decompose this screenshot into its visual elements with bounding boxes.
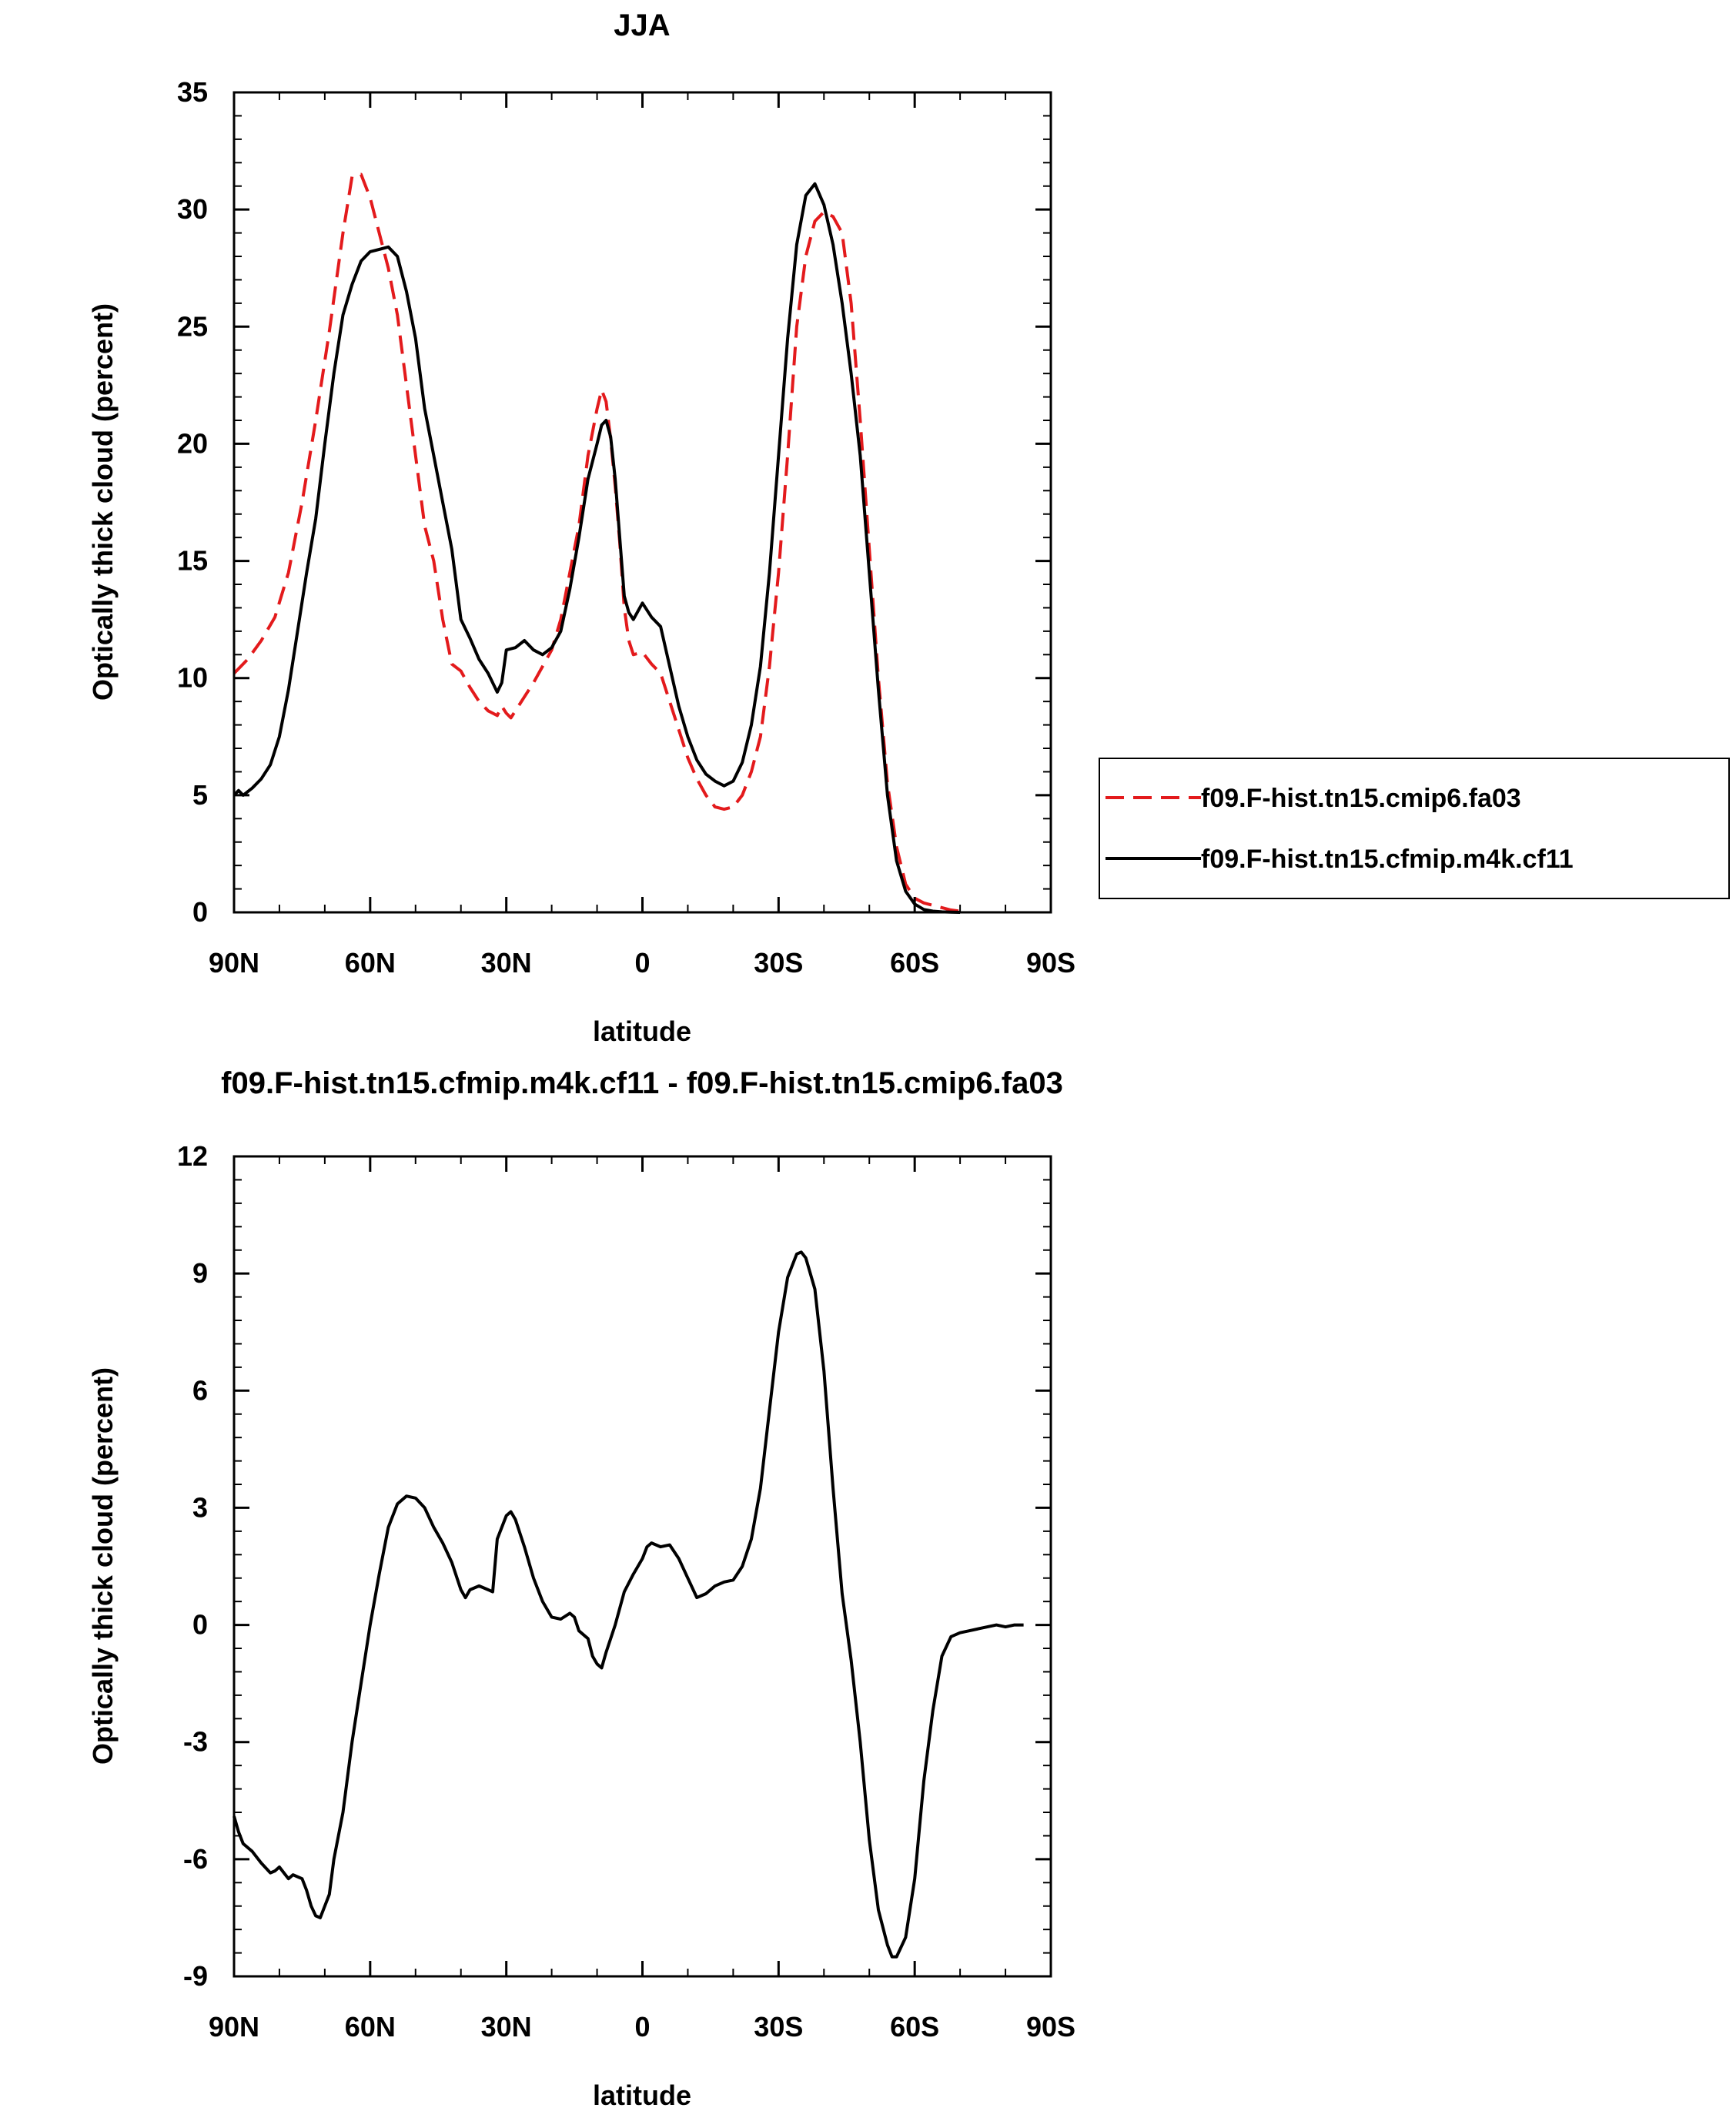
x-tick-label: 90N [209, 947, 259, 979]
top-series-line-1 [232, 182, 961, 914]
top-plot-frame [232, 91, 1052, 914]
x-tick-label: 30N [481, 2011, 532, 2043]
top-chart-ylabel: Optically thick cloud (percent) [87, 303, 119, 701]
bottom-y-tick-labels: -9 -6 -3 0 3 6 9 12 [177, 1140, 208, 1992]
x-tick-label: 60S [890, 2011, 939, 2043]
bottom-chart-xlabel: latitude [593, 2080, 691, 2108]
x-tick-label: 30S [754, 2011, 803, 2043]
top-y-tick-labels: 0 5 10 15 20 25 30 35 [177, 76, 208, 928]
top-chart-series [232, 172, 961, 914]
top-chart-xlabel: latitude [593, 1016, 691, 1047]
y-tick-label: 12 [177, 1140, 208, 1172]
x-tick-label: 0 [634, 2011, 650, 2043]
y-tick-label: 20 [177, 427, 208, 459]
legend: f09.F-hist.tn15.cmip6.fa03 f09.F-hist.tn… [1099, 758, 1730, 899]
y-tick-label: -9 [183, 1960, 208, 1992]
x-tick-label: 60N [345, 2011, 396, 2043]
x-tick-label: 30S [754, 947, 803, 979]
legend-label-cf11: f09.F-hist.tn15.cfmip.m4k.cf11 [1201, 845, 1574, 874]
bottom-chart-title: f09.F-hist.tn15.cfmip.m4k.cf11 - f09.F-h… [221, 1066, 1063, 1100]
x-tick-label: 0 [634, 947, 650, 979]
bottom-chart-ylabel: Optically thick cloud (percent) [87, 1367, 119, 1765]
x-tick-label: 90N [209, 2011, 259, 2043]
bottom-series-line-0 [232, 1250, 1024, 1959]
y-tick-label: -6 [183, 1843, 208, 1875]
y-tick-label: 15 [177, 545, 208, 577]
top-series-line-0 [232, 172, 961, 913]
x-tick-label: 30N [481, 947, 532, 979]
y-tick-label: 3 [192, 1491, 208, 1523]
bottom-plot-frame [232, 1155, 1052, 1978]
y-tick-label: 30 [177, 193, 208, 225]
y-tick-label: 25 [177, 310, 208, 342]
bottom-x-tick-labels: 90N 60N 30N 0 30S 60S 90S [209, 2011, 1075, 2043]
bottom-chart: f09.F-hist.tn15.cfmip.m4k.cf11 - f09.F-h… [87, 1066, 1075, 2108]
y-tick-label: 5 [192, 779, 208, 811]
y-tick-label: 10 [177, 662, 208, 694]
top-chart-title: JJA [614, 8, 670, 42]
legend-box [1099, 758, 1730, 899]
x-tick-label: 60N [345, 947, 396, 979]
y-tick-label: 9 [192, 1257, 208, 1289]
x-tick-label: 60S [890, 947, 939, 979]
y-tick-label: 6 [192, 1374, 208, 1406]
top-ticks [232, 91, 1052, 914]
y-tick-label: 35 [177, 76, 208, 108]
x-tick-label: 90S [1026, 2011, 1075, 2043]
y-tick-label: 0 [192, 896, 208, 928]
y-tick-label: -3 [183, 1726, 208, 1758]
top-chart-axes [232, 91, 1052, 914]
y-tick-label: 0 [192, 1609, 208, 1641]
x-tick-label: 90S [1026, 947, 1075, 979]
top-x-tick-labels: 90N 60N 30N 0 30S 60S 90S [209, 947, 1075, 979]
bottom-ticks [232, 1155, 1052, 1978]
top-chart: JJA 0 5 10 15 20 25 30 35 90N 60N 30N 0 30S 60S 90S l… [87, 8, 1730, 1047]
bottom-chart-axes [232, 1155, 1052, 1978]
bottom-chart-series [232, 1250, 1024, 1959]
legend-label-fa03: f09.F-hist.tn15.cmip6.fa03 [1201, 784, 1521, 813]
